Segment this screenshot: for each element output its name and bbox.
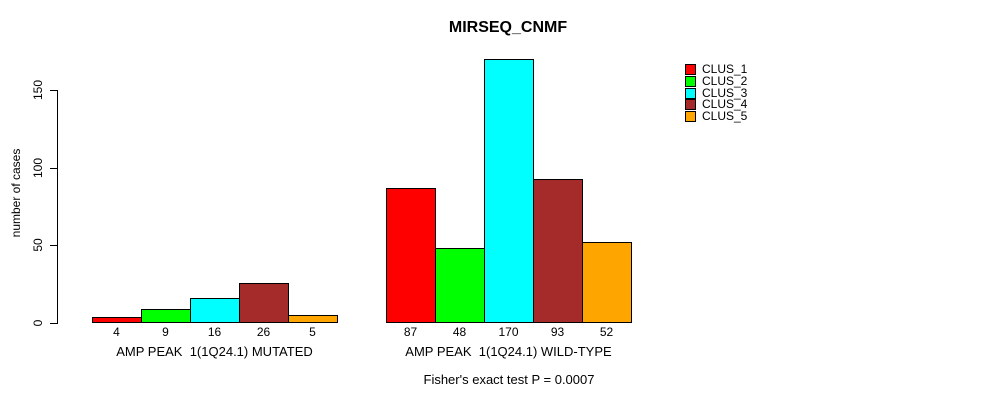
bar-clus_5: [582, 242, 632, 323]
bar-clus_3: [484, 58, 534, 323]
y-tick-mark: [50, 90, 57, 91]
bar-value-label: 5: [309, 325, 316, 339]
bar-clus_4: [239, 282, 289, 323]
legend-swatch-clus_2: [685, 76, 696, 88]
y-tick-label: 0: [31, 319, 45, 327]
legend-item: CLUS_1: [685, 62, 748, 77]
y-tick-label: 150: [31, 79, 45, 101]
legend-item: CLUS_5: [685, 109, 748, 124]
legend-item-label: CLUS_3: [702, 85, 748, 100]
legend-item-label: CLUS_2: [702, 74, 748, 89]
y-tick-mark: [50, 245, 57, 247]
chart-title: MIRSEQ_CNMF: [448, 19, 568, 36]
bar-value-label: 87: [403, 325, 418, 339]
bar-clus_3: [190, 298, 240, 323]
bar-value-label: 93: [550, 325, 565, 339]
legend-item-label: CLUS_5: [702, 109, 748, 124]
legend-item: CLUS_3: [685, 87, 747, 99]
bar-value-label: 16: [207, 325, 222, 339]
legend-item: CLUS_2: [685, 74, 748, 89]
y-tick-mark: [50, 323, 57, 324]
bar-value-label: 26: [256, 325, 271, 339]
legend: CLUS_1 CLUS_2 CLUS_3 CLUS_4 CLUS_5: [685, 62, 748, 124]
legend-swatch-clus_5: [685, 111, 696, 123]
bar-value-label: 170: [498, 325, 519, 339]
legend-item-label: CLUS_4: [702, 97, 748, 112]
legend-item: CLUS_4: [685, 97, 748, 112]
y-axis-line: [57, 90, 58, 324]
bar-value-label: 9: [162, 325, 169, 339]
legend-swatch-clus_4: [685, 99, 696, 111]
legend-swatch-clus_1: [685, 64, 696, 76]
y-tick-mark: [50, 167, 57, 169]
bar-clus_1: [92, 316, 142, 323]
annotation-text: Fisher's exact test P = 0.0007: [423, 372, 595, 387]
group-label: AMP PEAK 1(1Q24.1) MUTATED: [116, 344, 313, 359]
legend-item-label: CLUS_1: [702, 62, 748, 77]
y-tick-label: 50: [31, 238, 45, 253]
y-tick-label: 100: [31, 157, 45, 178]
y-axis-label: number of cases: [9, 148, 23, 238]
bar-clus_4: [533, 178, 583, 323]
bar-value-label: 4: [113, 325, 120, 339]
bar-clus_1: [386, 187, 436, 323]
bar-clus_2: [435, 248, 485, 323]
group-label: AMP PEAK 1(1Q24.1) WILD-TYPE: [405, 344, 612, 359]
bar-value-label: 52: [599, 325, 614, 339]
legend-swatch-clus_3: [685, 87, 696, 99]
bar-clus_2: [141, 309, 191, 323]
bar-clus_5: [288, 315, 338, 323]
bar-value-label: 48: [452, 325, 467, 339]
